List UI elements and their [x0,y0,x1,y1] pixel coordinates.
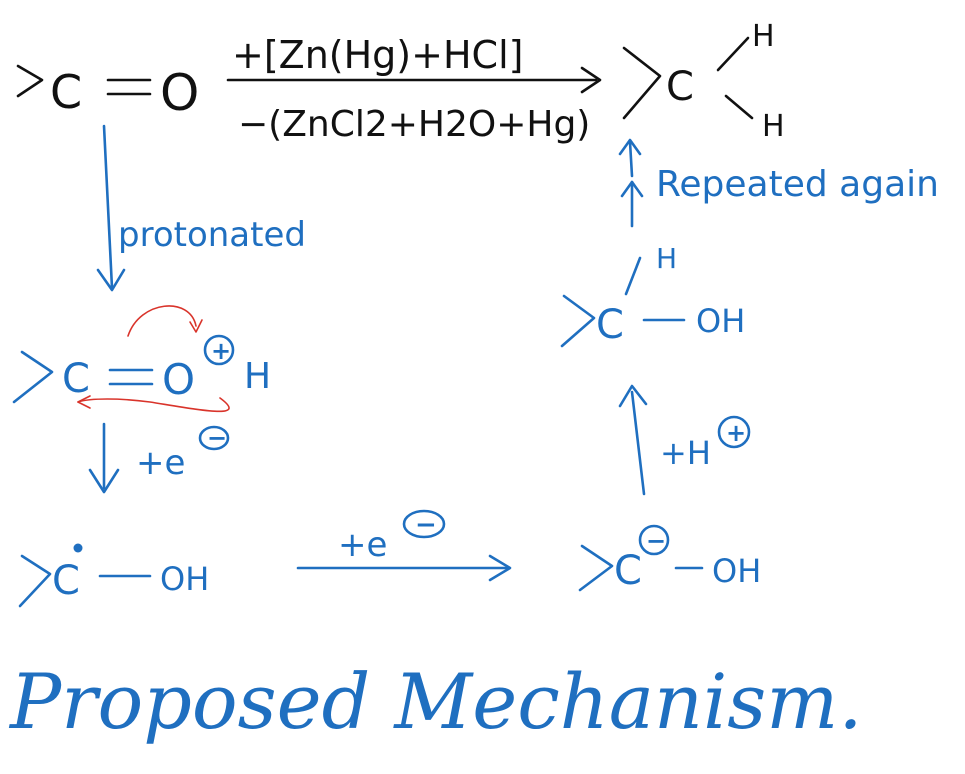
reactant-oxygen: O [160,64,199,122]
oxonium-oxygen: O [162,355,195,404]
electron-minus-2: − [415,510,437,540]
carbanion-oh: OH [712,552,761,590]
product-methylene: C H H [622,19,785,144]
plus-proton-label: +H [660,434,711,472]
byproducts-label: −(ZnCl2+H2O+Hg) [238,104,590,145]
alcohol-oh: OH [696,302,745,340]
radical-carbon: C [52,558,80,604]
reactant-carbon: C [50,65,82,119]
curved-arrow-bottom-icon [77,397,230,413]
negative-charge-icon-2 [402,509,446,539]
curved-arrow-top-icon [127,305,197,337]
proton-plus: + [726,419,746,447]
carbanion: C − OH [578,524,761,594]
alcohol-h: H [656,242,677,275]
electron-push-arrows [77,305,230,413]
caption: Proposed Mechanism. [8,657,863,746]
oxonium-h: H [244,356,271,397]
positive-charge-icon-2 [717,415,751,449]
product-h-top: H [752,19,775,54]
repeat-arrows: Repeated again [618,138,939,228]
electron-add-arrow-1: +e − [88,422,230,494]
protonation-arrow: protonated [96,124,306,292]
electron-add-arrow-2: +e − [296,509,512,582]
radical-oh: OH [160,560,209,598]
reagents-label: +[Zn(Hg)+HCl] [232,33,523,77]
proton-add-arrow: +H + [618,384,751,496]
product-h-bottom: H [762,109,785,144]
oxonium-ion: C O + H [12,334,271,404]
electron-minus: − [207,424,227,452]
repeated-label: Repeated again [656,164,939,205]
protonated-label: protonated [118,215,306,255]
reactant-ketone: C O [16,64,199,122]
reaction-arrow: +[Zn(Hg)+HCl] −(ZnCl2+H2O+Hg) [226,33,602,145]
positive-charge-icon [203,334,235,366]
negative-charge-icon [198,425,230,451]
product-carbon: C [666,64,694,110]
negative-charge-icon-3 [638,524,670,556]
alcohol-carbon: C [596,302,624,348]
carbanion-minus: − [646,527,666,555]
oxonium-plus: + [211,337,231,365]
plus-electron-label-2: +e [338,525,387,565]
carbanion-carbon: C [614,548,642,594]
oxonium-carbon: C [62,356,90,402]
alcohol-intermediate: C H OH [560,242,745,348]
radical-dot-icon [73,543,83,553]
plus-electron-label: +e [136,443,185,483]
ketyl-radical: C OH [18,543,209,608]
